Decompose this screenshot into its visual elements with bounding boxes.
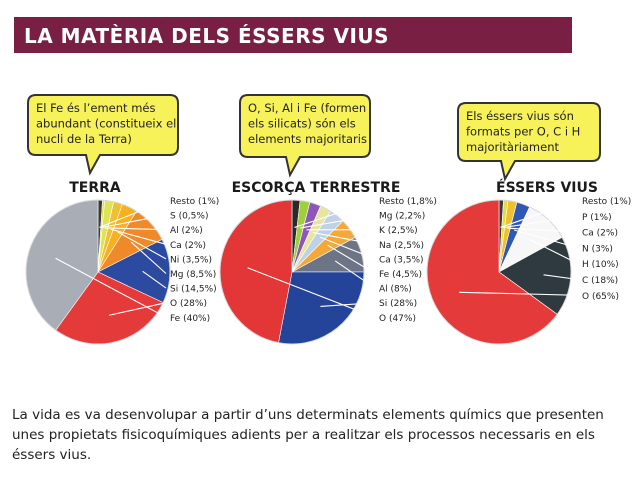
leader-line [101, 214, 167, 229]
page-title: LA MATÈRIA DELS ÉSSERS VIUS [24, 24, 390, 48]
slice-label: Fe (40%) [170, 314, 210, 324]
note-bubble [239, 94, 371, 178]
chart-title: ESCORÇA TERRESTRE [232, 180, 401, 196]
slice-label: Ca (3,5%) [379, 255, 424, 265]
chart-title: ÉSSERS VIUS [496, 179, 598, 196]
slice-label: N (3%) [582, 244, 613, 254]
leader-line [104, 227, 167, 231]
charts-figure: El Fe és l’ement més abundant (constituei… [25, 94, 631, 345]
leader-line [500, 199, 579, 228]
leader-line [312, 232, 376, 245]
leader-line [319, 236, 376, 260]
slice-label: Ca (2%) [582, 229, 618, 239]
slice-label: Si (14,5%) [170, 285, 217, 295]
pie-outline [426, 199, 572, 345]
title-bar: LA MATÈRIA DELS ÉSSERS VIUS [14, 17, 572, 53]
slice-label: P (1%) [582, 213, 612, 223]
note-line: els silicats) són els [248, 117, 356, 131]
leader-line [247, 267, 376, 318]
leader-line [130, 241, 167, 274]
note-line: majoritàriament [466, 140, 559, 154]
pie-chart-1: El Fe és l’ement més abundant (constituei… [25, 94, 219, 345]
pie-chart-3: Els éssers vius són formats per O, C i Hm… [426, 102, 631, 345]
caption-text: La vida es va desenvolupar a partir d’un… [12, 407, 604, 463]
pie-outline [219, 199, 365, 345]
leader-line [529, 238, 579, 265]
slice-label: Ni (3,5%) [170, 255, 212, 265]
leader-line [110, 228, 167, 245]
note-bubble [457, 102, 601, 182]
slice-label: C (18%) [582, 276, 618, 286]
pie-outline [25, 199, 171, 345]
slice-label: H (10%) [582, 260, 619, 270]
slice-label: O (47%) [379, 314, 416, 324]
slice-label: O (28%) [170, 299, 207, 309]
leader-line [55, 257, 167, 318]
leader-line [142, 270, 167, 289]
slice-label: Al (2%) [170, 226, 203, 236]
slice-label: Fe (4,5%) [379, 270, 422, 280]
slice-label: Mg (8,5%) [170, 270, 216, 280]
slice-label: Resto (1%) [582, 197, 631, 207]
slice-label: S (0,5%) [170, 212, 208, 222]
leader-line [117, 231, 167, 260]
note-bubble [27, 94, 179, 176]
slice-label: Al (8%) [379, 285, 412, 295]
note-line: abundant (constitueix el [36, 117, 176, 131]
pie-chart-2: O, Si, Al i Fe (formen els silicats) són … [219, 94, 437, 345]
note-line: El Fe és l’ement més [36, 101, 155, 115]
slice-label: K (2,5%) [379, 226, 418, 236]
leader-line [294, 199, 376, 228]
leader-line [503, 215, 579, 229]
slice-label: Resto (1%) [170, 197, 219, 207]
note-line: elements majoritaris [248, 132, 367, 146]
note-line: nucli de la Terra) [36, 132, 132, 146]
note-line: formats per O, C i H [466, 125, 580, 139]
slice-label: O (65%) [582, 292, 619, 302]
leader-line [543, 274, 579, 281]
leader-line [334, 260, 376, 289]
slice-label: Si (28%) [379, 299, 417, 309]
leader-line [513, 229, 579, 249]
leader-line [108, 302, 167, 316]
leader-line [459, 291, 579, 296]
slice-label: Mg (2,2%) [379, 212, 425, 222]
note-line: O, Si, Al i Fe (formen [248, 101, 366, 115]
leader-line [99, 199, 167, 228]
note-line: Els éssers vius són [466, 109, 574, 123]
leader-line [327, 244, 376, 274]
slice-label: Ca (2%) [170, 241, 206, 251]
chart-title: TERRA [69, 180, 121, 196]
slice-label: Resto (1,8%) [379, 197, 437, 207]
leader-line [320, 302, 376, 307]
leader-line [507, 227, 579, 233]
leader-line [299, 214, 376, 229]
slice-label: Na (2,5%) [379, 241, 424, 251]
